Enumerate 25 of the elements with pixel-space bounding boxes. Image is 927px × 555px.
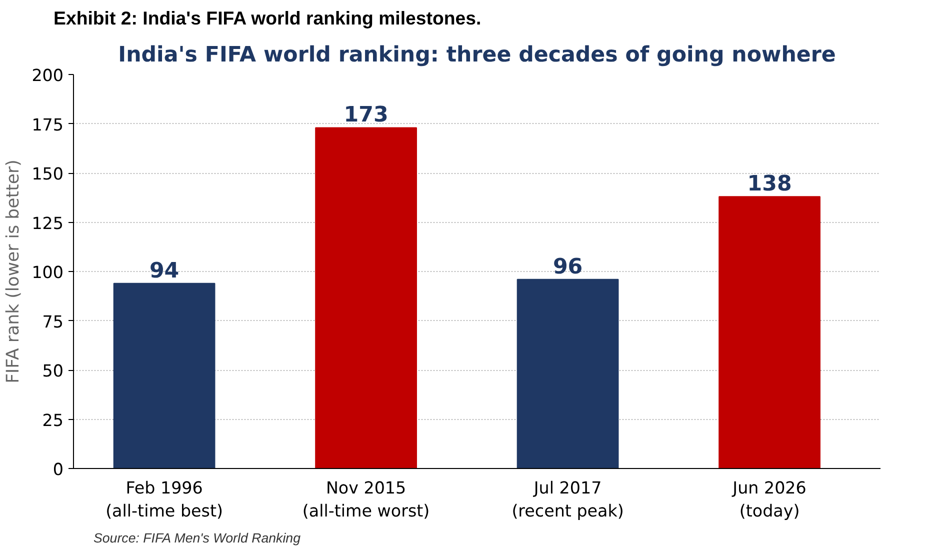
data-label: 96 xyxy=(552,254,583,280)
text: Exhibit 2: India's FIFA world ranking milestones. xyxy=(54,8,482,28)
x-tick-label: Nov 2015 (all-time worst) xyxy=(302,478,430,520)
y-tick-label: 50 xyxy=(42,362,64,380)
y-tick-label: 150 xyxy=(32,164,64,184)
data-label: 138 xyxy=(747,172,792,197)
bar xyxy=(113,282,216,468)
data-label: 173 xyxy=(344,102,388,128)
source-note: Source: FIFA Men's World Ranking xyxy=(94,530,302,546)
y-tick-label: 0 xyxy=(52,460,64,479)
y-tick-label: 175 xyxy=(32,115,64,134)
y-tick-label: 125 xyxy=(32,214,64,233)
data-label: 94 xyxy=(149,258,180,284)
x-tick-label: Jul 2017 (recent peak) xyxy=(512,478,624,520)
y-tick-label: 25 xyxy=(42,410,64,430)
y-tick-label: 200 xyxy=(32,66,64,85)
bar xyxy=(315,127,417,468)
x-tick-label: Feb 1996 (all-time best) xyxy=(106,478,224,520)
bar xyxy=(516,278,619,468)
y-axis-title: FIFA rank (lower is better) xyxy=(4,160,24,384)
y-tick-label: 75 xyxy=(42,312,64,332)
chart-title: India's FIFA world ranking: three decades of going nowhere xyxy=(118,42,836,68)
y-tick-label: 100 xyxy=(32,263,64,282)
bar xyxy=(718,196,820,468)
x-tick-label: Jun 2026 (today) xyxy=(732,478,806,520)
